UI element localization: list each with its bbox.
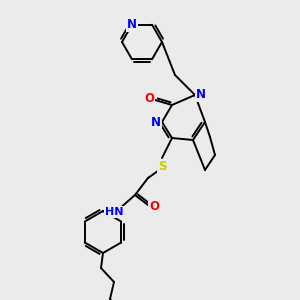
- Text: O: O: [149, 200, 159, 214]
- Text: N: N: [196, 88, 206, 101]
- Text: N: N: [151, 116, 161, 128]
- Text: HN: HN: [105, 207, 123, 217]
- Text: O: O: [144, 92, 154, 104]
- Text: N: N: [127, 18, 137, 31]
- Text: S: S: [158, 160, 166, 172]
